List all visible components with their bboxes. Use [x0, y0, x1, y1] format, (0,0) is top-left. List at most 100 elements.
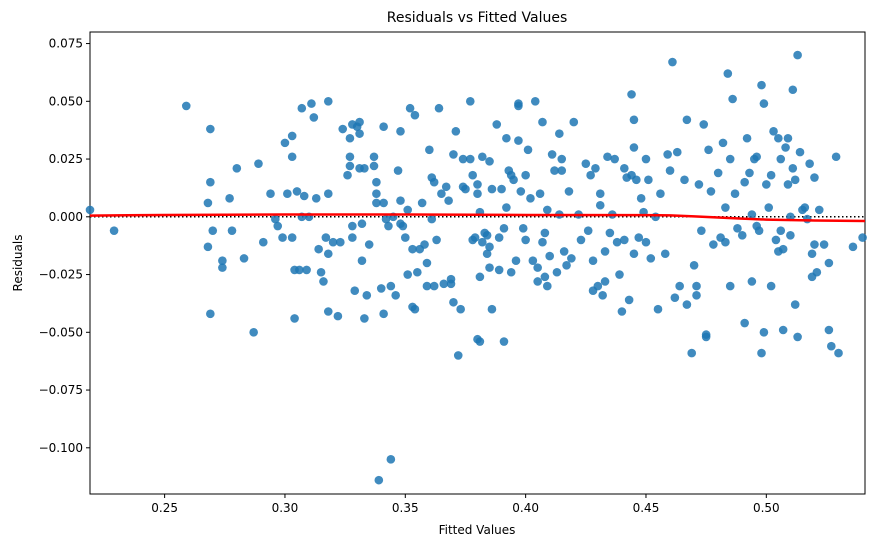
data-point — [499, 337, 509, 346]
data-point — [376, 284, 386, 293]
data-point — [384, 221, 393, 231]
data-point — [588, 256, 598, 265]
data-point — [372, 189, 381, 198]
data-point — [401, 233, 410, 242]
data-point — [634, 233, 644, 242]
data-point — [781, 143, 790, 152]
data-point — [360, 163, 369, 173]
y-axis-label: Residuals — [11, 235, 25, 292]
data-point — [848, 242, 858, 252]
data-point — [651, 212, 660, 222]
data-point — [740, 318, 749, 328]
x-tick-label: 0.35 — [392, 501, 419, 515]
data-point — [316, 267, 326, 277]
data-point — [473, 189, 482, 198]
y-tick-label: 0.050 — [49, 94, 83, 108]
data-point — [470, 233, 480, 242]
data-point — [372, 198, 381, 208]
data-point — [206, 124, 215, 134]
data-point — [713, 168, 723, 178]
data-point — [521, 170, 530, 180]
data-point — [595, 200, 605, 210]
data-point — [762, 180, 771, 189]
data-point — [564, 187, 574, 196]
data-point — [323, 307, 333, 316]
data-point — [338, 124, 348, 134]
data-point — [709, 240, 718, 249]
data-point — [824, 258, 834, 268]
data-point — [203, 242, 213, 252]
data-point — [523, 145, 533, 155]
data-point — [793, 332, 802, 342]
data-point — [581, 159, 591, 168]
data-point — [449, 297, 458, 307]
data-point — [181, 101, 191, 111]
data-point — [562, 261, 571, 270]
data-point — [668, 57, 677, 67]
data-point — [427, 214, 437, 224]
data-point — [819, 240, 829, 249]
data-point — [465, 97, 475, 106]
data-point — [774, 133, 783, 143]
data-point — [742, 133, 752, 143]
data-point — [492, 120, 502, 129]
data-point — [692, 291, 701, 300]
data-point — [641, 154, 651, 164]
data-point — [398, 221, 408, 231]
data-point — [295, 265, 304, 275]
data-point — [540, 228, 550, 238]
data-point — [422, 258, 432, 268]
data-point — [396, 127, 405, 136]
data-point — [535, 189, 545, 198]
data-point — [543, 281, 552, 291]
data-point — [600, 277, 610, 286]
data-point — [473, 180, 482, 189]
data-point — [600, 247, 610, 256]
data-point — [786, 230, 795, 240]
data-point — [795, 147, 805, 157]
data-point — [345, 161, 355, 171]
data-point — [793, 50, 802, 60]
data-point — [620, 235, 629, 245]
data-point — [656, 189, 665, 198]
data-point — [530, 97, 540, 106]
data-point — [559, 247, 569, 256]
data-point — [511, 256, 521, 265]
data-point — [718, 138, 728, 148]
data-point — [583, 226, 593, 235]
data-point — [271, 214, 280, 224]
data-point — [620, 163, 629, 173]
data-point — [225, 194, 234, 203]
data-point — [85, 205, 95, 215]
data-point — [586, 170, 595, 180]
data-point — [764, 203, 774, 212]
data-point — [311, 194, 321, 203]
data-point — [386, 455, 396, 464]
data-point — [629, 143, 639, 152]
data-point — [827, 341, 836, 351]
data-point — [449, 150, 458, 159]
data-point — [386, 281, 396, 291]
data-point — [569, 117, 579, 127]
data-point — [612, 237, 622, 247]
data-point — [439, 279, 449, 289]
data-point — [552, 267, 562, 277]
data-point — [502, 203, 511, 212]
data-point — [540, 272, 550, 282]
data-point — [321, 233, 331, 242]
data-point — [451, 127, 461, 136]
data-point — [603, 152, 612, 162]
data-point — [206, 177, 215, 187]
data-point — [706, 187, 716, 196]
data-point — [475, 337, 485, 346]
data-point — [701, 330, 711, 339]
data-point — [487, 304, 497, 314]
data-point — [218, 263, 227, 272]
data-point — [333, 311, 343, 321]
data-point — [521, 235, 530, 245]
data-point — [810, 240, 819, 249]
data-point — [302, 265, 311, 275]
x-axis: 0.25 0.30 0.35 0.40 0.45 0.50 — [151, 494, 780, 515]
data-point — [283, 189, 292, 198]
data-point — [425, 145, 434, 155]
